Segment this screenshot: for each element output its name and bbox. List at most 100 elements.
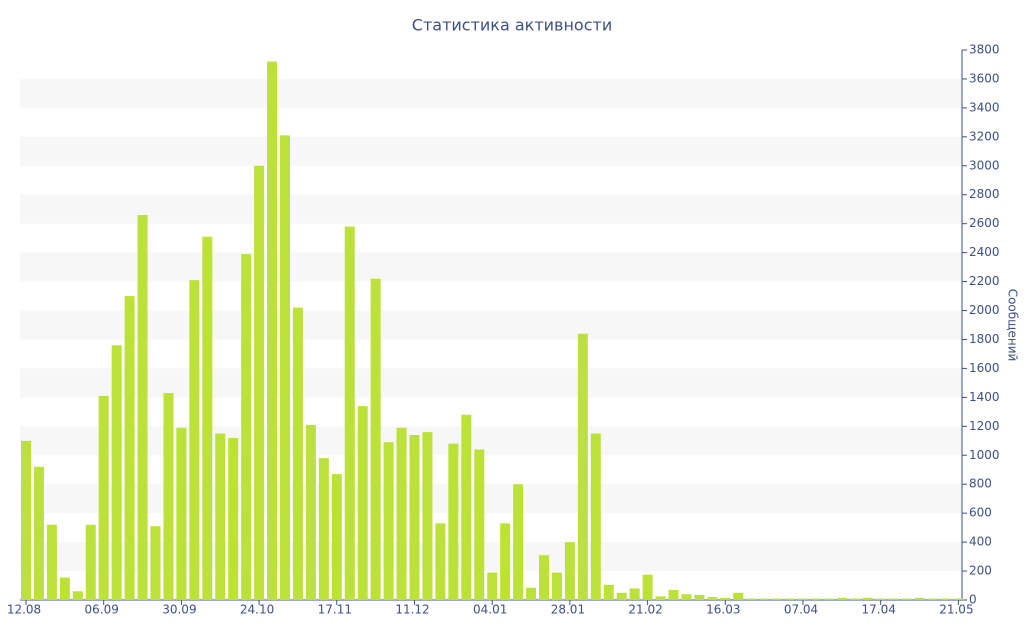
- bar: [33, 466, 44, 600]
- bar: [720, 597, 731, 600]
- bar: [357, 406, 368, 600]
- x-tick-label: 17.11: [318, 603, 352, 617]
- bar: [137, 215, 148, 600]
- bar: [746, 598, 757, 600]
- bar: [202, 236, 213, 601]
- y-tick-label: 1200: [969, 419, 1000, 433]
- bar: [551, 572, 562, 600]
- bar: [901, 598, 912, 600]
- bar: [539, 555, 549, 600]
- grid-band: [20, 542, 962, 572]
- bar: [46, 524, 57, 600]
- x-tick-label: 06.09: [85, 603, 119, 617]
- bar: [888, 598, 899, 600]
- bar: [72, 591, 83, 600]
- y-tick-label: 400: [969, 535, 992, 549]
- y-tick-label: 2200: [969, 274, 1000, 288]
- y-tick-label: 2800: [969, 187, 1000, 201]
- bar: [513, 484, 524, 600]
- bar: [526, 587, 537, 600]
- x-tick-label: 30.09: [162, 603, 196, 617]
- y-tick-label: 3000: [969, 158, 1000, 172]
- y-tick-label: 1400: [969, 390, 1000, 404]
- bar: [590, 433, 601, 600]
- bar: [383, 442, 394, 600]
- y-tick-label: 2600: [969, 216, 1000, 230]
- bar: [707, 597, 718, 600]
- bar: [577, 333, 588, 600]
- grid-band: [20, 426, 962, 456]
- bar: [189, 280, 200, 600]
- bar: [655, 596, 666, 600]
- bar: [694, 594, 705, 600]
- bar: [111, 345, 122, 600]
- bar: [914, 597, 925, 600]
- bar: [163, 393, 174, 600]
- y-tick-label: 2000: [969, 303, 1000, 317]
- bar: [422, 432, 433, 600]
- bar: [228, 437, 239, 600]
- grid-band: [20, 310, 962, 340]
- grid-band: [20, 368, 962, 398]
- bar: [875, 598, 886, 600]
- x-tick-label: 04.01: [473, 603, 507, 617]
- bar: [280, 135, 290, 601]
- bar: [461, 414, 472, 600]
- bar: [603, 584, 614, 600]
- grid-band: [20, 252, 962, 282]
- y-tick-label: 0: [969, 593, 977, 607]
- bar: [241, 254, 252, 600]
- bar: [98, 395, 109, 600]
- x-tick-label: 07.04: [784, 603, 818, 617]
- y-tick-label: 600: [969, 506, 992, 520]
- bar: [318, 458, 329, 600]
- bar: [953, 598, 964, 600]
- bar: [409, 435, 420, 600]
- bar: [59, 577, 70, 600]
- bar: [267, 61, 278, 600]
- y-tick-label: 800: [969, 477, 992, 491]
- bar: [733, 592, 744, 600]
- bar: [396, 427, 407, 600]
- bar: [500, 523, 511, 600]
- bar: [849, 598, 860, 600]
- grid-band: [20, 136, 962, 166]
- x-tick-label: 24.10: [240, 603, 274, 617]
- bar: [616, 592, 627, 600]
- bar: [215, 433, 226, 600]
- y-tick-label: 1000: [969, 448, 1000, 462]
- y-tick-label: 3600: [969, 71, 1000, 85]
- bar: [435, 523, 446, 600]
- bar: [668, 589, 679, 600]
- bar: [176, 427, 187, 600]
- grid-band: [20, 78, 962, 108]
- bar: [772, 598, 783, 600]
- grid-band: [20, 484, 962, 514]
- y-tick-label: 1800: [969, 332, 1000, 346]
- x-tick-label: 28.01: [551, 603, 585, 617]
- bar: [487, 572, 498, 600]
- bar: [823, 598, 834, 600]
- bar: [292, 307, 303, 600]
- bar: [629, 588, 640, 600]
- bar: [564, 542, 575, 600]
- bar: [759, 598, 770, 600]
- bar: [798, 598, 808, 600]
- bar: [836, 597, 847, 600]
- bar: [370, 278, 381, 600]
- y-tick-label: 1600: [969, 361, 1000, 375]
- bar: [124, 296, 135, 600]
- bar: [254, 165, 265, 600]
- y-tick-label: 3200: [969, 129, 1000, 143]
- grid-band: [20, 194, 962, 224]
- bar: [810, 598, 821, 600]
- y-axis-label: Сообщений: [1006, 289, 1020, 362]
- bar: [344, 226, 355, 600]
- bar: [21, 440, 31, 600]
- x-tick-label: 17.04: [862, 603, 896, 617]
- y-tick-label: 200: [969, 564, 992, 578]
- x-tick-label: 21.05: [939, 603, 973, 617]
- bar: [331, 474, 342, 600]
- bar: [474, 449, 485, 600]
- y-tick-label: 3800: [969, 43, 1000, 57]
